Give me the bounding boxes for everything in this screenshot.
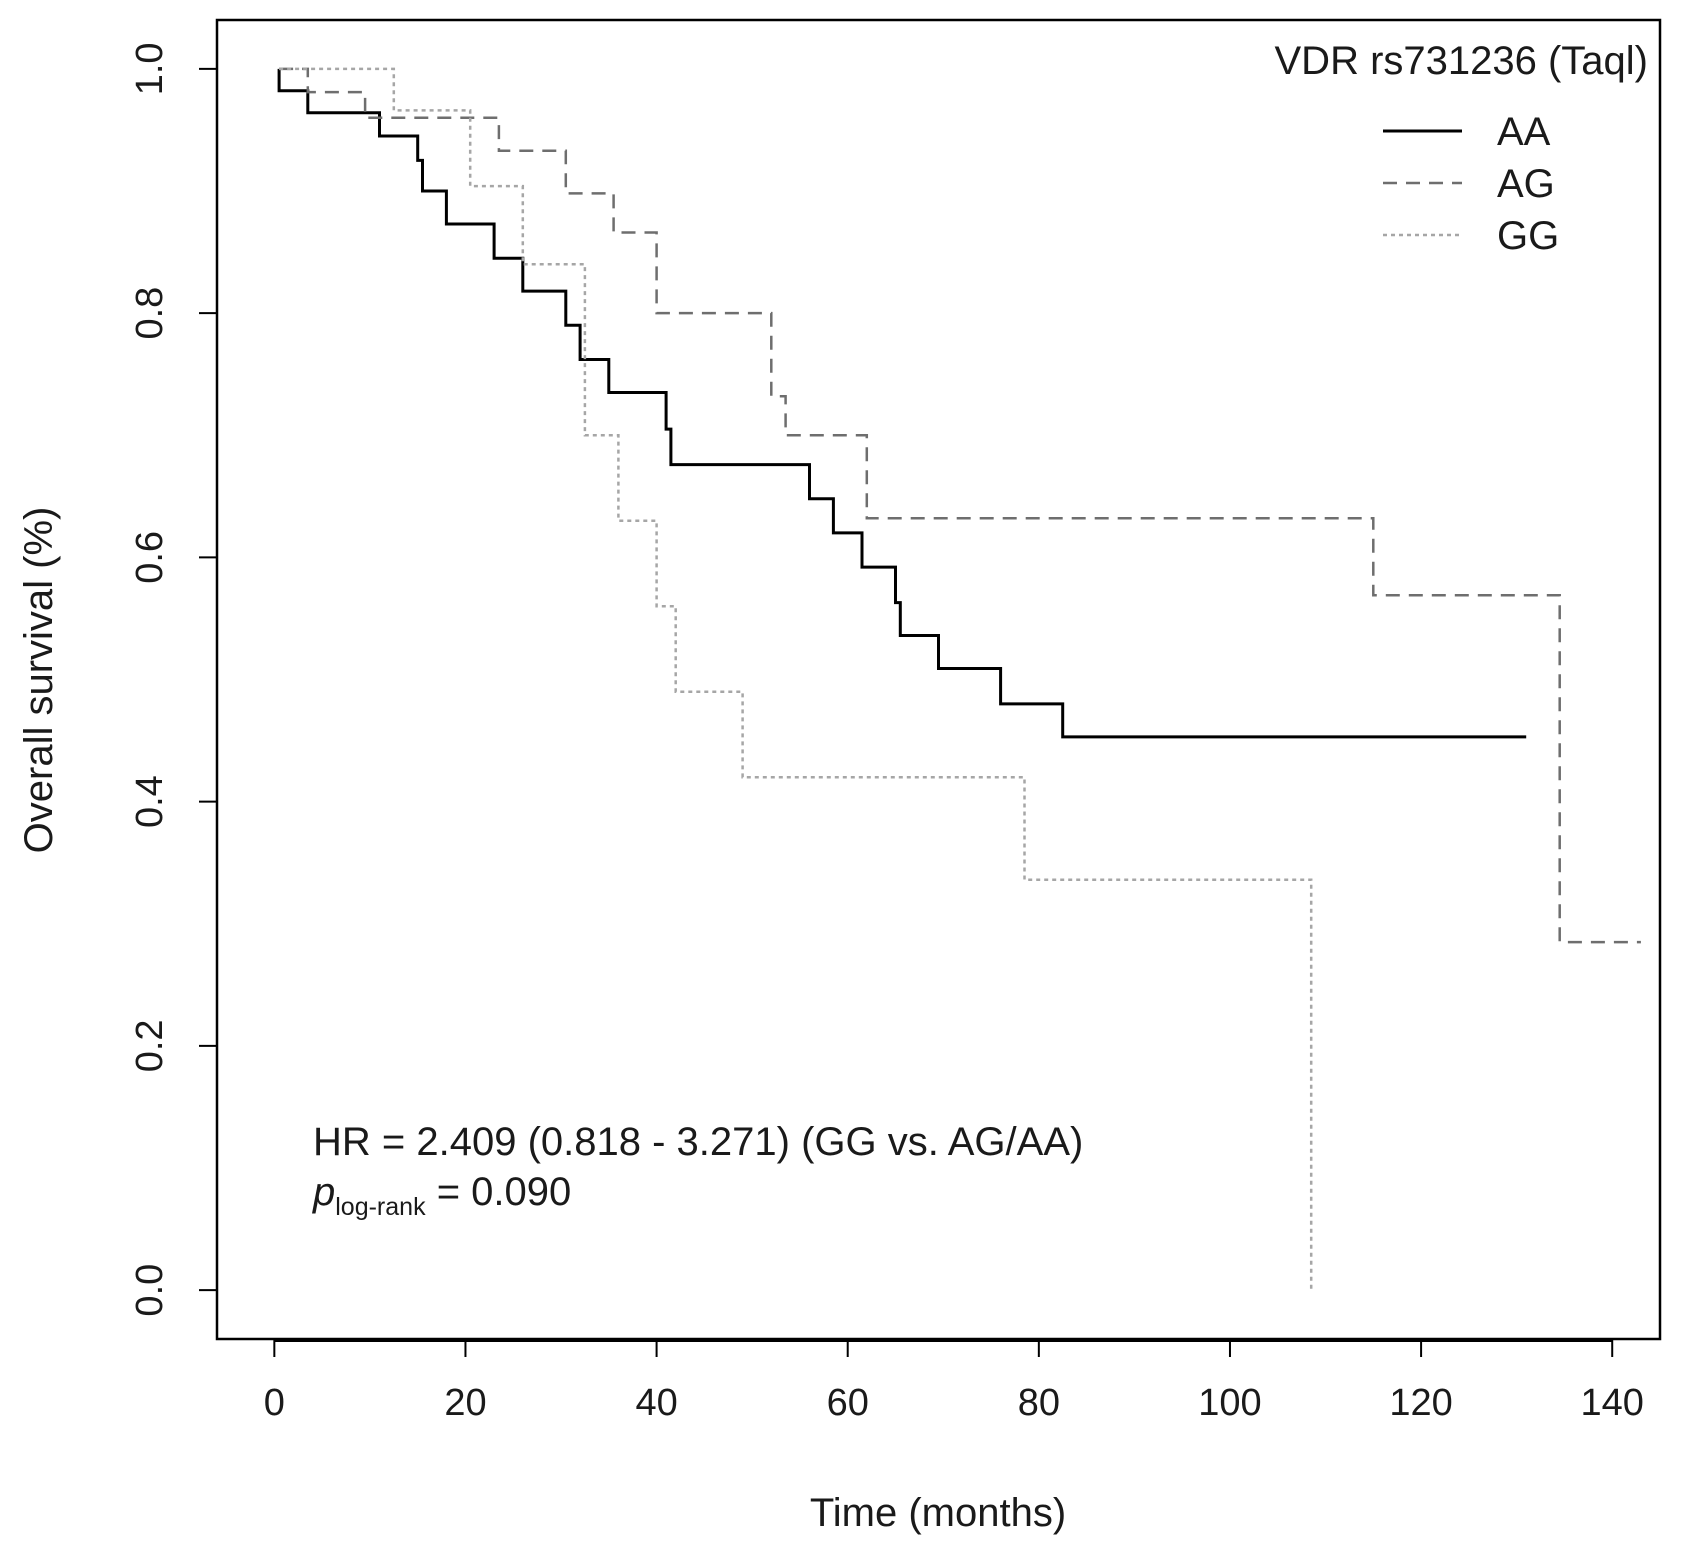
legend-label-gg: GG: [1497, 214, 1559, 258]
y-tick-label: 0.0: [129, 1264, 171, 1317]
y-axis-title: Overall survival (%): [17, 507, 61, 854]
p-subscript: log-rank: [335, 1193, 426, 1221]
legend-title: VDR rs731236 (Taql): [1275, 39, 1649, 83]
p-value: = 0.090: [426, 1170, 572, 1214]
y-tick-label: 0.4: [129, 775, 171, 828]
series-layer: [277, 67, 1641, 1291]
x-tick-label: 140: [1581, 1382, 1644, 1424]
legend-label-ag: AG: [1497, 162, 1555, 206]
y-tick-label: 0.2: [129, 1019, 171, 1072]
x-axis-title: Time (months): [810, 1491, 1066, 1535]
x-tick-label: 80: [1018, 1382, 1060, 1424]
x-tick-label: 0: [264, 1382, 285, 1424]
x-tick-label: 100: [1198, 1382, 1261, 1424]
x-tick-label: 60: [827, 1382, 869, 1424]
series-line-ag: [279, 67, 1641, 944]
x-tick-label: 120: [1389, 1382, 1452, 1424]
x-tick-label: 40: [635, 1382, 677, 1424]
p-symbol: p: [312, 1170, 335, 1214]
series-line-gg: [279, 67, 1313, 1291]
y-tick-label: 0.8: [129, 287, 171, 340]
series-line-aa: [277, 68, 1527, 739]
legend-label-aa: AA: [1497, 110, 1551, 154]
hr-annotation: HR = 2.409 (0.818 - 3.271) (GG vs. AG/AA…: [312, 1120, 1083, 1221]
hr-text: HR = 2.409 (0.818 - 3.271) (GG vs. AG/AA…: [313, 1120, 1083, 1164]
x-tick-label: 20: [444, 1382, 486, 1424]
p-value-text: plog-rank = 0.090: [312, 1170, 571, 1221]
axes-layer: 0 20 40 60 80 100 120 140 0.0 0.2 0.4 0.6 0.8 1.0: [129, 42, 1644, 1424]
y-tick-label: 1.0: [129, 42, 171, 95]
y-tick-label: 0.6: [129, 531, 171, 584]
legend: VDR rs731236 (Taql) AA AG GG: [1275, 39, 1649, 258]
